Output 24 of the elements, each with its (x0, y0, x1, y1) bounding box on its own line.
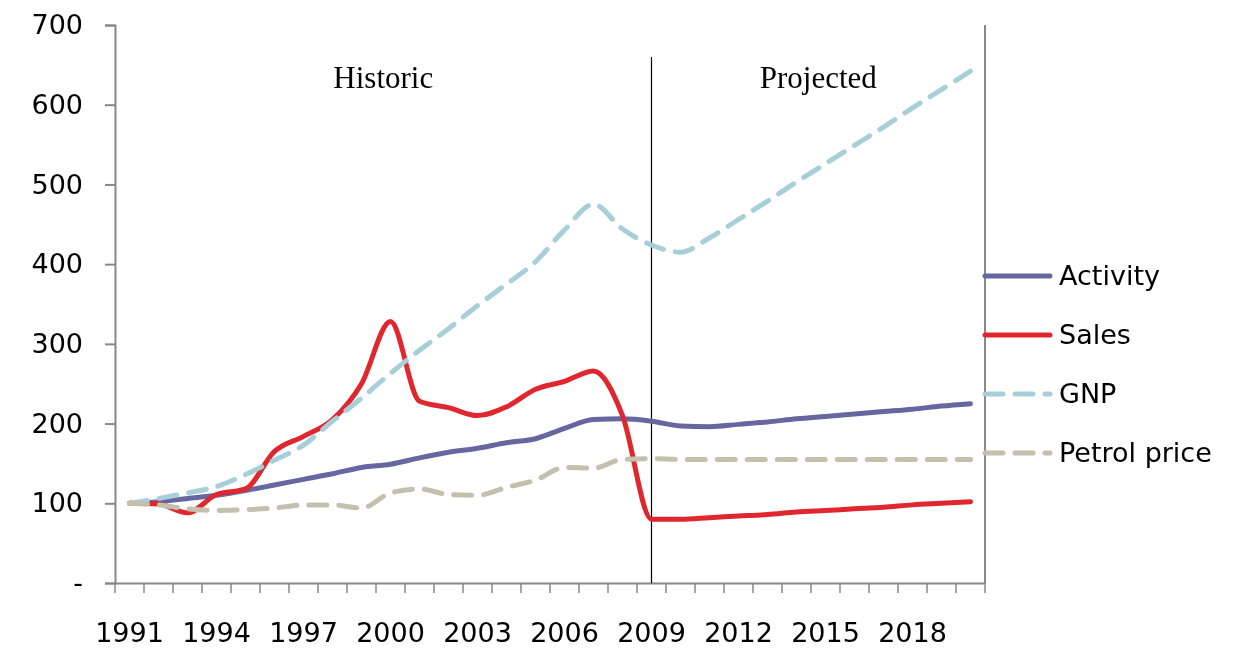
x-tick-label: 2009 (617, 617, 686, 649)
y-tick-label: 300 (31, 328, 83, 359)
y-tick-label: 400 (31, 248, 83, 280)
annotation: Historic (333, 60, 434, 95)
x-tick-label: 2015 (791, 617, 860, 649)
x-tick-label: 2006 (530, 617, 599, 649)
x-tick-label: 1991 (95, 617, 164, 649)
y-tick-label: 700 (31, 9, 83, 41)
x-tick-label: 2018 (878, 617, 947, 649)
x-tick-label: 1997 (269, 617, 338, 649)
x-tick-label: 2000 (356, 617, 425, 649)
y-tick-label: 600 (31, 88, 83, 120)
legend-label: Petrol price (1059, 437, 1212, 469)
y-tick-label: 200 (31, 407, 83, 439)
x-tick-label: 2003 (443, 617, 512, 649)
y-tick-label: 100 (31, 487, 83, 519)
x-tick-label: 2012 (704, 617, 773, 649)
legend-label: Activity (1059, 260, 1160, 292)
x-tick-label: 1994 (182, 617, 251, 649)
y-tick-label: - (73, 567, 83, 599)
y-tick-label: 500 (31, 168, 83, 200)
legend-label: Sales (1059, 319, 1131, 351)
legend-label: GNP (1059, 378, 1117, 410)
annotation: Projected (759, 60, 878, 95)
